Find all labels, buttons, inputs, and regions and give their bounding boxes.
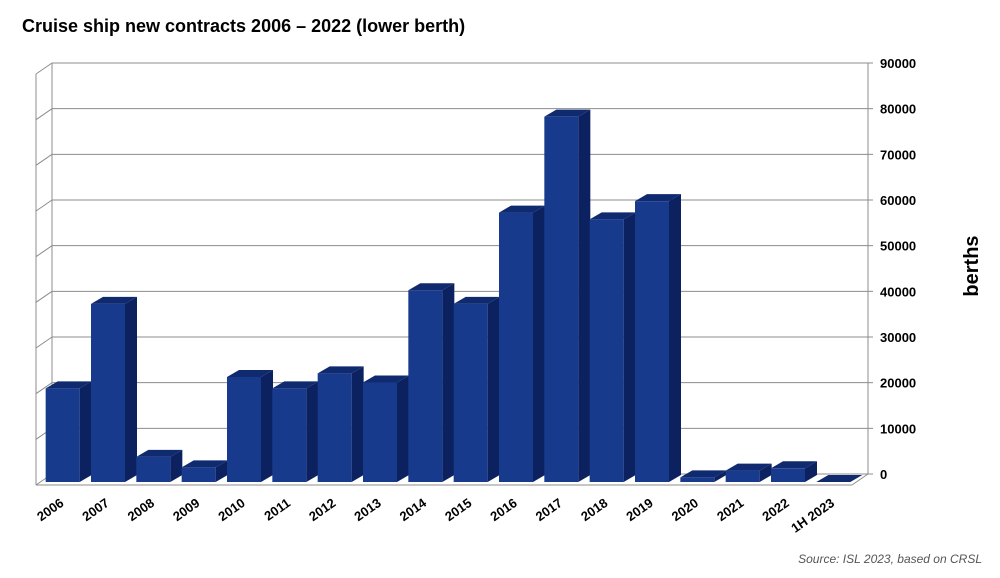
gridline-side [35,108,53,121]
bar-side [351,366,364,482]
bar [725,470,760,482]
x-tick-label: 2017 [533,495,565,524]
bar [317,373,352,482]
bar-top [45,381,92,389]
x-tick-label: 2011 [261,495,293,523]
bar [499,212,533,483]
y-tick-label: 60000 [880,193,916,208]
bar-top [680,470,727,478]
x-tick-label: 2006 [34,495,66,524]
gridline-side [35,336,53,349]
bar-top [91,296,137,304]
y-tick-label: 90000 [880,56,916,71]
gridline-side [35,62,53,75]
bar [91,303,125,482]
bar-side [442,283,455,482]
bar-side [805,461,817,482]
y-tick-label: 70000 [880,147,916,162]
bar-top [589,212,636,220]
bar-top [725,463,772,471]
x-tick-label: 2009 [170,495,202,524]
bar-side [261,369,273,482]
bar [408,290,443,482]
bar [680,477,715,482]
gridline-side [35,153,53,166]
bar-side [215,460,228,482]
gridline-side [35,290,53,303]
bar-top [363,375,409,383]
x-tick-label: 2020 [669,495,701,524]
y-tick-label: 40000 [880,284,916,299]
x-tick-label: 2007 [79,495,111,524]
bar-top [317,366,364,374]
bar-side [487,296,500,482]
bar-top [136,449,183,457]
bar [363,382,397,482]
bar-top [544,109,591,117]
bar-side [125,296,137,482]
bar [544,116,579,483]
bar-side [533,205,545,483]
bar-side [714,470,727,482]
bar [635,201,669,482]
x-tick-label: 2022 [759,495,791,524]
bar-top [408,283,455,291]
x-tick-label: 2021 [714,495,746,524]
bar-side [79,381,92,482]
y-tick-label: 0 [880,467,887,482]
x-tick-label: 2016 [487,495,519,524]
x-tick-label: 2019 [623,495,655,524]
x-tick-label: 2015 [442,495,474,524]
bar [227,376,261,482]
x-tick-label: 2018 [578,495,610,524]
bar-top [635,194,681,202]
y-tick-label: 20000 [880,376,916,391]
bar [181,467,216,482]
bar [136,456,171,482]
y-tick-label: 30000 [880,330,916,345]
gridline-side [35,382,53,395]
x-tick-label: 2014 [397,495,430,524]
bar-side [578,109,591,483]
chart-title: Cruise ship new contracts 2006 – 2022 (l… [22,16,466,36]
bar-top [181,460,228,468]
x-tick-label: 1H 2023 [788,495,837,535]
bar-side [669,194,681,482]
y-tick-label: 10000 [880,421,916,436]
gridline-side [35,245,53,258]
bar-side [170,449,183,482]
y-axis-title: berths [961,235,983,296]
bar-top [499,205,545,213]
x-tick-label: 2013 [351,495,383,524]
gridline-side [35,199,53,212]
bar-side [306,381,319,482]
bar [453,303,488,482]
bar-side [759,463,772,482]
bar-top [771,461,817,469]
bar-top [272,381,319,389]
bar [589,219,624,482]
bar [771,468,805,482]
x-tick-label: 2012 [306,495,338,524]
y-tick-label: 50000 [880,239,916,254]
bar-side [623,212,636,482]
bar-side [397,375,409,482]
bar [272,388,307,482]
y-tick-label: 80000 [880,102,916,117]
bar-top [227,369,273,377]
x-tick-label: 2008 [125,495,157,524]
floor-right-edge [851,473,869,486]
x-tick-label: 2010 [215,495,247,524]
bar-top [453,296,500,304]
bar-top [816,475,863,482]
bar [45,388,80,482]
source-note: Source: ISL 2023, based on CRSL [798,552,982,566]
